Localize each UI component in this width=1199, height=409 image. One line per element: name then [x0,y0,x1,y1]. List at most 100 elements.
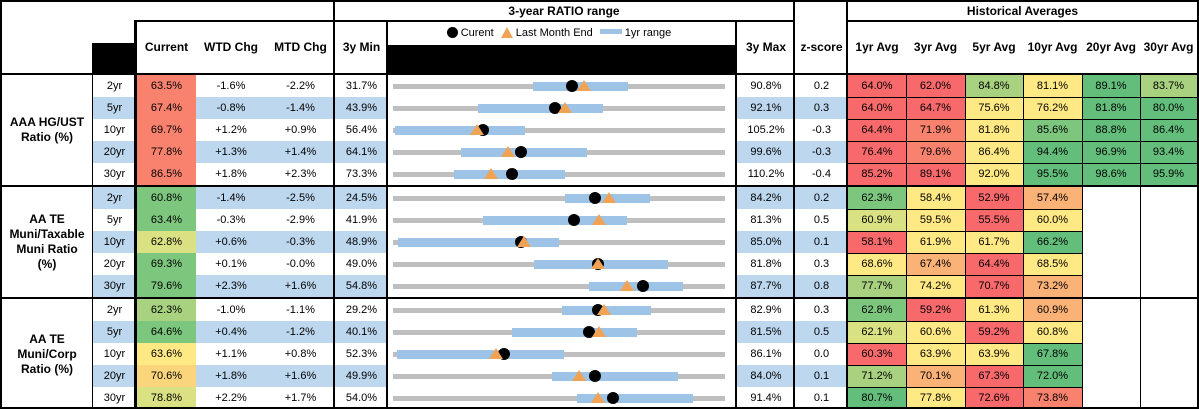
tenor-cell[interactable]: 2yr [106,304,123,316]
avg-cell[interactable]: 62.8% [848,299,906,321]
z-score-cell[interactable]: -0.4 [812,168,831,180]
col-header-20yr-avg[interactable]: 20yr Avg [1086,40,1136,54]
three-year-min-cell[interactable]: 54.0% [345,392,378,404]
tenor-cell[interactable]: 5yr [106,214,123,226]
three-year-max-cell[interactable]: 87.7% [737,275,795,297]
tenor-cell[interactable]: 30yr [103,392,126,404]
mtd-chg-cell[interactable]: +0.8% [284,348,317,360]
avg-cell[interactable]: 94.4% [1023,141,1082,163]
three-year-max-cell[interactable]: 81.5% [737,321,795,343]
avg-cell-empty[interactable] [1082,321,1140,343]
z-score-cell[interactable]: 0.5 [795,321,848,343]
avg-cell[interactable]: 86.4% [1140,119,1197,141]
avg-cell[interactable]: 66.2% [1023,231,1082,253]
avg-cell[interactable]: 77.8% [906,387,965,409]
mtd-chg-cell[interactable]: -1.2% [266,321,335,343]
avg-cell[interactable]: 80.7% [848,387,906,409]
three-year-max-cell[interactable]: 110.2% [747,168,785,180]
current-value-cell[interactable]: 63.6% [137,343,196,365]
z-score-cell[interactable]: 0.1 [795,365,848,387]
wtd-chg-cell[interactable]: +0.6% [196,231,266,253]
col-header-10yr-avg[interactable]: 10yr Avg [1027,40,1078,54]
avg-cell-empty[interactable] [1140,387,1197,409]
avg-cell[interactable]: 52.9% [965,187,1023,209]
wtd-chg-cell[interactable]: +1.1% [215,348,247,360]
avg-cell[interactable]: 71.9% [906,119,965,141]
wtd-chg-cell[interactable]: +2.2% [215,392,247,404]
current-value-cell[interactable]: 67.4% [137,97,196,119]
mtd-chg-cell[interactable]: +1.7% [284,392,317,404]
avg-cell[interactable]: 60.6% [906,321,965,343]
current-value-cell[interactable]: 79.6% [137,275,196,297]
current-value-cell[interactable]: 70.6% [137,365,196,387]
avg-cell[interactable]: 59.5% [906,209,965,231]
three-year-min-cell[interactable]: 29.2% [345,304,378,316]
three-year-min-cell[interactable]: 49.0% [345,258,378,270]
avg-cell[interactable]: 85.2% [848,163,906,185]
mtd-chg-cell[interactable]: +2.3% [284,168,317,180]
current-value-cell[interactable]: 63.4% [137,209,196,231]
avg-cell[interactable]: 60.3% [848,343,906,365]
avg-cell[interactable]: 57.4% [1023,187,1082,209]
avg-cell[interactable]: 75.6% [965,97,1023,119]
avg-cell[interactable]: 60.9% [1023,299,1082,321]
three-year-max-cell[interactable]: 92.1% [737,97,795,119]
avg-cell[interactable]: 64.4% [965,253,1023,275]
avg-cell-empty[interactable] [1140,209,1197,231]
avg-cell[interactable]: 77.7% [848,275,906,297]
three-year-max-cell[interactable]: 85.0% [737,231,795,253]
z-score-cell[interactable]: 0.5 [813,214,830,226]
avg-cell[interactable]: 85.6% [1023,119,1082,141]
tenor-cell[interactable]: 10yr [103,348,126,360]
tenor-cell[interactable]: 30yr [92,275,137,297]
avg-cell-empty[interactable] [1140,321,1197,343]
wtd-chg-cell[interactable]: +0.1% [215,258,247,270]
avg-cell[interactable]: 98.6% [1082,163,1140,185]
avg-cell[interactable]: 84.8% [965,75,1023,97]
avg-cell-empty[interactable] [1140,231,1197,253]
current-value-cell[interactable]: 78.8% [137,387,196,409]
z-score-cell[interactable]: -0.3 [812,124,831,136]
tenor-cell[interactable]: 10yr [103,124,126,136]
tenor-cell[interactable]: 10yr [92,231,137,253]
mtd-chg-cell[interactable]: -0.3% [266,231,335,253]
avg-cell[interactable]: 59.2% [965,321,1023,343]
avg-cell[interactable]: 61.3% [965,299,1023,321]
three-year-max-cell[interactable]: 82.9% [750,304,782,316]
tenor-cell[interactable]: 30yr [103,168,126,180]
avg-cell[interactable]: 64.4% [848,119,906,141]
col-header-3yr-avg[interactable]: 3yr Avg [913,40,958,54]
three-year-max-cell[interactable]: 86.1% [750,348,782,360]
col-header-3y-max[interactable]: 3y Max [745,40,787,54]
avg-cell[interactable]: 81.1% [1023,75,1082,97]
tenor-cell[interactable]: 20yr [103,258,126,270]
current-value-cell[interactable]: 86.5% [137,163,196,185]
avg-cell[interactable]: 58.1% [848,231,906,253]
z-score-cell[interactable]: 0.3 [813,304,830,316]
z-score-cell[interactable]: 0.3 [813,258,830,270]
avg-cell-empty[interactable] [1140,187,1197,209]
avg-cell[interactable]: 60.8% [1023,321,1082,343]
avg-cell[interactable]: 95.5% [1023,163,1082,185]
avg-cell-empty[interactable] [1082,275,1140,297]
avg-cell-empty[interactable] [1082,299,1140,321]
wtd-chg-cell[interactable]: -1.0% [216,304,246,316]
avg-cell-empty[interactable] [1140,275,1197,297]
z-score-cell[interactable]: 0.3 [795,97,848,119]
three-year-max-cell[interactable]: 91.4% [750,392,782,404]
avg-cell[interactable]: 64.0% [848,97,906,119]
avg-cell[interactable]: 81.8% [965,119,1023,141]
avg-cell[interactable]: 64.7% [906,97,965,119]
avg-cell[interactable]: 62.0% [906,75,965,97]
avg-cell[interactable]: 95.9% [1140,163,1197,185]
col-header-3y-min[interactable]: 3y Min [342,40,381,54]
avg-cell-empty[interactable] [1140,343,1197,365]
current-value-cell[interactable]: 77.8% [137,141,196,163]
current-value-cell[interactable]: 69.3% [137,253,196,275]
three-year-min-cell[interactable]: 31.7% [345,80,378,92]
wtd-chg-cell[interactable]: +2.3% [196,275,266,297]
avg-cell-empty[interactable] [1082,343,1140,365]
tenor-cell[interactable]: 20yr [92,141,137,163]
avg-cell-empty[interactable] [1082,187,1140,209]
avg-cell[interactable]: 67.8% [1023,343,1082,365]
